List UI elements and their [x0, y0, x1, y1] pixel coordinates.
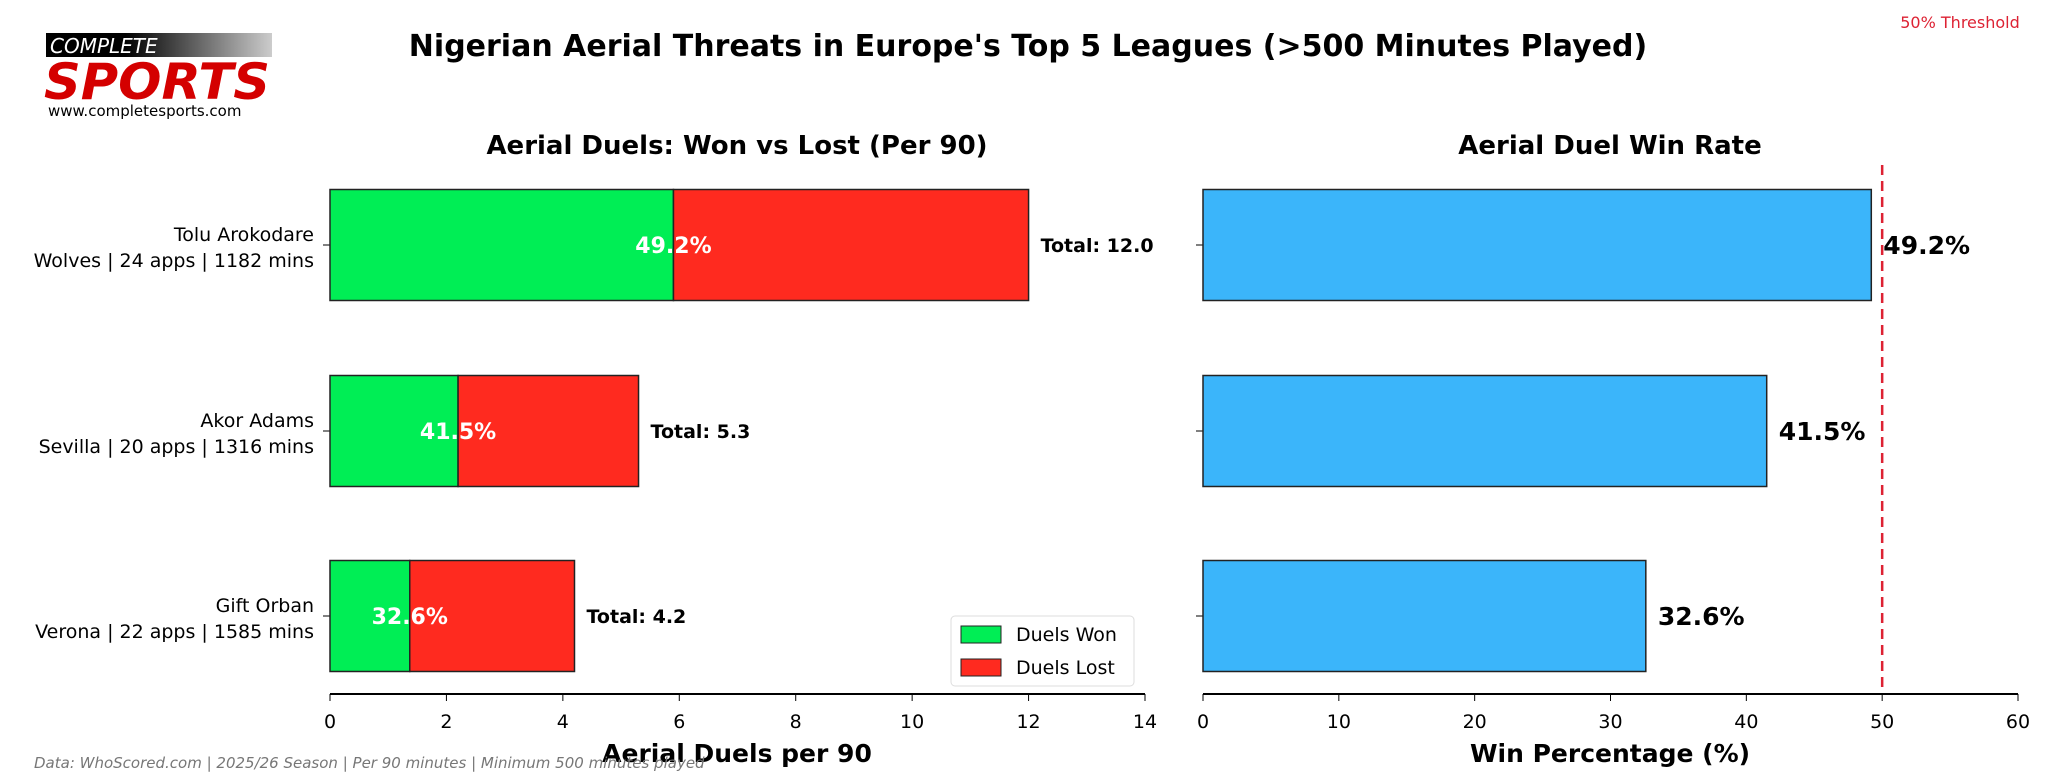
left-chart: Aerial Duels: Won vs Lost (Per 90) Tolu A…: [34, 131, 1157, 768]
x-tick-label: 40: [1734, 711, 1758, 733]
legend: Duels Won Duels Lost: [950, 615, 1135, 687]
right-chart: Aerial Duel Win Rate 49.2% 41.5% 32.6% 0 10 20…: [1196, 131, 2030, 768]
bar-win-rate: [1202, 374, 1768, 488]
win-rate-label: 32.6%: [1658, 602, 1745, 631]
bar-win-rate: [1202, 559, 1647, 673]
x-tick-label: 0: [1197, 711, 1209, 733]
right-chart-title: Aerial Duel Win Rate: [1458, 131, 1761, 161]
x-tick-label: 20: [1463, 711, 1487, 733]
y-tick-label: Sevilla | 20 apps | 1316 mins: [39, 436, 314, 458]
win-rate-label: 41.5%: [1779, 417, 1866, 446]
legend-swatch: [960, 658, 1002, 677]
bar-duels-won: [329, 374, 459, 488]
y-tick-label: Tolu Arokodare: [173, 224, 314, 246]
left-chart-title: Aerial Duels: Won vs Lost (Per 90): [486, 131, 987, 161]
logo-line1: COMPLETE: [50, 34, 158, 58]
total-label: Total: 12.0: [1041, 235, 1154, 257]
x-tick-label: 60: [2006, 711, 2030, 733]
y-tick-label: Gift Orban: [216, 595, 314, 617]
bar-duels-lost: [457, 374, 640, 488]
x-tick-label: 14: [1133, 711, 1157, 733]
x-tick-label: 10: [1327, 711, 1351, 733]
x-tick-label: 12: [1016, 711, 1040, 733]
threshold-label: 50% Threshold: [1900, 13, 2020, 32]
bar-win-pct-label: 49.2%: [635, 234, 711, 259]
x-tick-label: 2: [440, 711, 452, 733]
legend-swatch: [960, 625, 1002, 644]
figure-title: Nigerian Aerial Threats in Europe's Top …: [409, 29, 1647, 64]
total-label: Total: 4.2: [587, 606, 687, 628]
x-tick-label: 8: [790, 711, 802, 733]
x-tick-label: 10: [900, 711, 924, 733]
legend-label: Duels Lost: [1016, 657, 1115, 679]
x-tick-label: 50: [1870, 711, 1894, 733]
legend-label: Duels Won: [1016, 624, 1117, 646]
bar-duels-won: [329, 188, 675, 302]
x-axis-label: Win Percentage (%): [1470, 739, 1750, 768]
x-tick-label: 30: [1598, 711, 1622, 733]
bar-duels-lost: [672, 188, 1030, 302]
y-tick-label: Wolves | 24 apps | 1182 mins: [34, 250, 314, 272]
bar-win-rate: [1202, 188, 1873, 302]
bar-duels-lost: [409, 559, 576, 673]
x-axis-label: Aerial Duels per 90: [602, 739, 872, 768]
bar-duels-won: [329, 559, 411, 673]
x-tick-label: 0: [324, 711, 336, 733]
footer-note: Data: WhoScored.com | 2025/26 Season | P…: [34, 754, 705, 772]
x-tick-label: 4: [557, 711, 569, 733]
logo-url: www.completesports.com: [48, 102, 241, 120]
logo: COMPLETE SPORTS www.completesports.com: [44, 33, 272, 120]
bar-win-pct-label: 41.5%: [420, 420, 496, 445]
y-tick-label: Akor Adams: [200, 410, 314, 432]
logo-line2: SPORTS: [44, 53, 270, 111]
x-tick-label: 6: [673, 711, 685, 733]
total-label: Total: 5.3: [651, 421, 751, 443]
y-tick-label: Verona | 22 apps | 1585 mins: [35, 621, 314, 643]
bar-win-pct-label: 32.6%: [372, 605, 448, 630]
win-rate-label: 49.2%: [1883, 231, 1970, 260]
